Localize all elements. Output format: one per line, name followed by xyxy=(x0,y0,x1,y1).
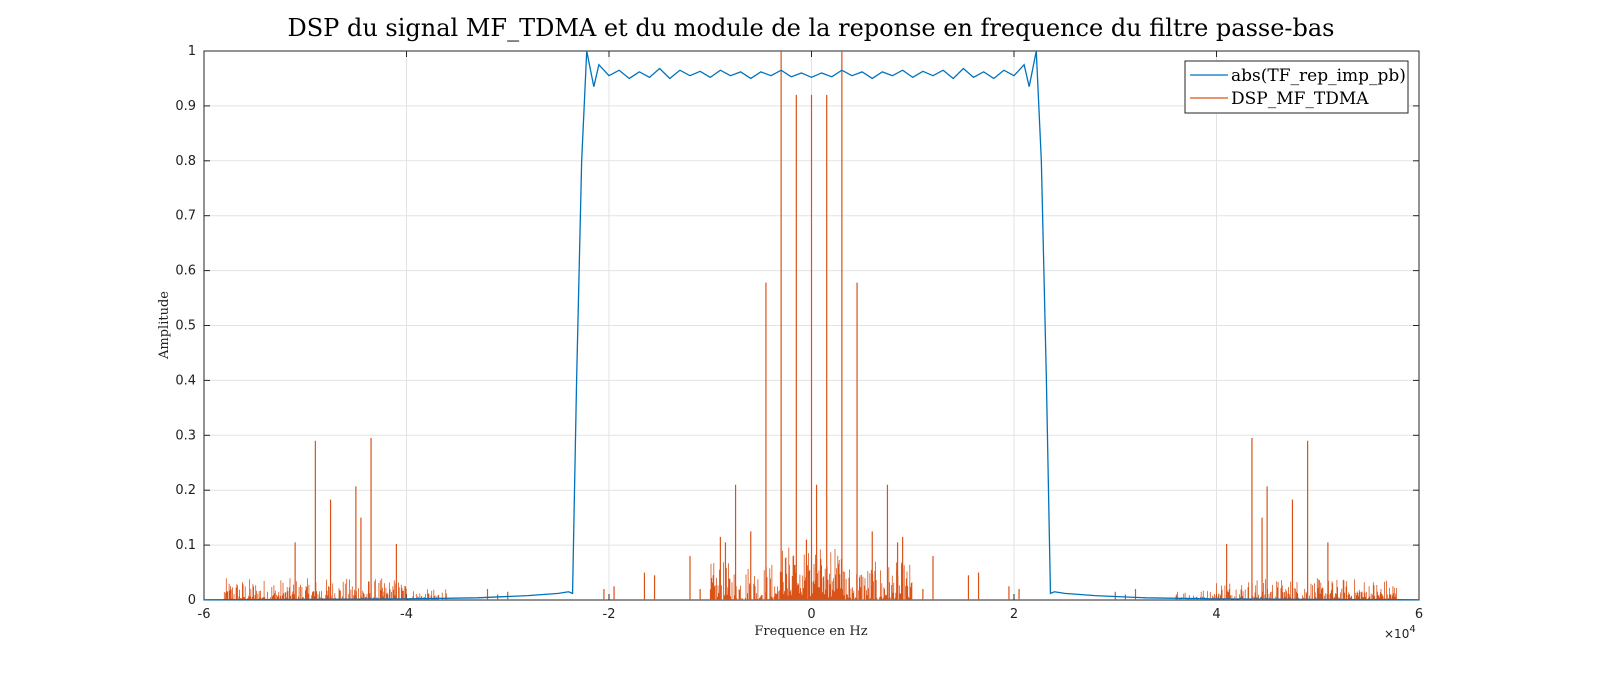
chart-title: DSP du signal MF_TDMA et du module de la… xyxy=(288,14,1335,42)
x-tick-label: -2 xyxy=(603,607,616,622)
y-tick-label: 0.7 xyxy=(175,209,196,224)
y-tick-labels: 0 0.1 0.2 0.3 0.4 0.5 0.6 0.7 0.8 0.9 1 xyxy=(175,44,196,608)
x-axis-label: Frequence en Hz xyxy=(754,624,867,639)
series-dsp-mf-tdma xyxy=(223,51,1399,600)
x-axis-exponent-base: ×10 xyxy=(1384,627,1409,641)
x-tick-label: -6 xyxy=(198,607,211,622)
y-tick-label: 0.8 xyxy=(175,154,196,169)
x-tick-label: 2 xyxy=(1010,607,1018,622)
x-tick-label: 4 xyxy=(1212,607,1220,622)
legend-label-abs-tf-rep-imp-pb: abs(TF_rep_imp_pb) xyxy=(1231,66,1406,86)
series-abs-tf-rep-imp-pb xyxy=(203,50,1420,601)
y-tick-label: 0.3 xyxy=(175,428,196,443)
y-tick-label: 0.5 xyxy=(175,319,196,334)
y-tick-label: 0 xyxy=(188,593,196,608)
series-layer xyxy=(203,50,1420,601)
x-tick-label: 6 xyxy=(1415,607,1423,622)
x-tick-labels: -6 -4 -2 0 2 4 6 xyxy=(198,607,1424,622)
dsp-noise-floor xyxy=(223,547,1399,600)
x-axis-exponent: ×104 xyxy=(1384,624,1416,641)
x-tick-label: 0 xyxy=(807,607,815,622)
y-tick-label: 1 xyxy=(188,44,196,59)
legend-label-dsp-mf-tdma: DSP_MF_TDMA xyxy=(1231,89,1369,109)
legend-box xyxy=(1184,60,1409,114)
y-tick-label: 0.2 xyxy=(175,483,196,498)
y-tick-label: 0.1 xyxy=(175,538,196,553)
y-tick-label: 0.6 xyxy=(175,264,196,279)
y-tick-label: 0.9 xyxy=(175,99,196,114)
x-tick-label: -4 xyxy=(400,607,413,622)
legend: abs(TF_rep_imp_pb) DSP_MF_TDMA xyxy=(1184,60,1409,114)
y-axis-label: Amplitude xyxy=(157,291,172,360)
y-tick-label: 0.4 xyxy=(175,373,196,388)
x-axis-exponent-power: 4 xyxy=(1409,624,1415,635)
